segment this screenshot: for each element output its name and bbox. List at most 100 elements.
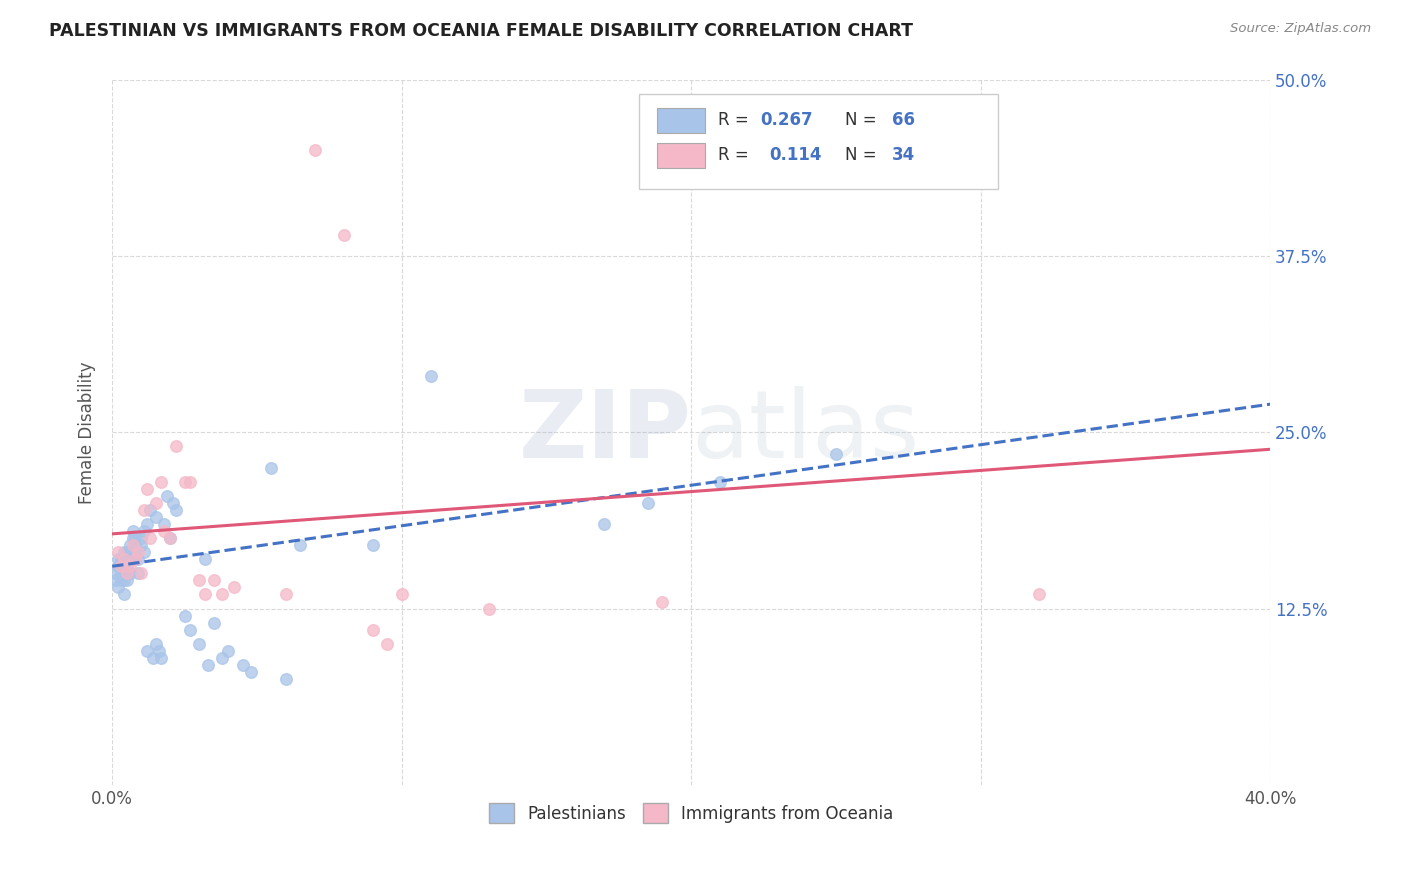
Point xyxy=(159,531,181,545)
Point xyxy=(173,475,195,489)
Point xyxy=(478,601,501,615)
Point xyxy=(121,538,143,552)
Point xyxy=(304,144,326,158)
Point xyxy=(107,559,129,574)
Point xyxy=(637,496,659,510)
Point xyxy=(118,559,141,574)
Point xyxy=(796,59,818,73)
Point xyxy=(391,587,413,601)
Point xyxy=(211,587,233,601)
Point xyxy=(112,559,135,574)
Point xyxy=(118,538,141,552)
Point xyxy=(260,460,283,475)
Point xyxy=(124,538,146,552)
Point xyxy=(129,566,152,581)
Point xyxy=(156,489,179,503)
Point xyxy=(333,227,356,242)
Point xyxy=(127,552,149,566)
Point xyxy=(136,516,159,531)
Point xyxy=(118,545,141,559)
Point xyxy=(110,559,132,574)
Point xyxy=(1028,587,1050,601)
Point xyxy=(115,574,138,588)
Point xyxy=(112,545,135,559)
Text: ZIP: ZIP xyxy=(519,386,692,478)
FancyBboxPatch shape xyxy=(640,94,998,189)
Point xyxy=(153,524,176,538)
Point xyxy=(132,503,155,517)
Text: 0.114: 0.114 xyxy=(769,146,821,164)
Point xyxy=(375,637,398,651)
Point xyxy=(159,531,181,545)
Point xyxy=(231,657,253,672)
Point xyxy=(202,615,225,630)
Text: Source: ZipAtlas.com: Source: ZipAtlas.com xyxy=(1230,22,1371,36)
Point xyxy=(240,665,263,679)
Point xyxy=(142,651,165,665)
Point xyxy=(419,369,441,384)
Point xyxy=(194,587,217,601)
Point xyxy=(150,651,173,665)
Point xyxy=(124,531,146,545)
Point xyxy=(165,440,187,454)
Point xyxy=(145,510,167,524)
Point xyxy=(112,574,135,588)
Point xyxy=(132,524,155,538)
Point xyxy=(188,574,211,588)
Point xyxy=(197,657,219,672)
Point xyxy=(361,538,384,552)
Point xyxy=(145,496,167,510)
Point xyxy=(709,475,731,489)
Point xyxy=(274,587,297,601)
Point xyxy=(153,516,176,531)
Point xyxy=(173,608,195,623)
Text: R =: R = xyxy=(718,112,754,129)
Point xyxy=(179,623,201,637)
Point xyxy=(104,574,127,588)
Point xyxy=(145,637,167,651)
Point xyxy=(104,566,127,581)
Point xyxy=(107,581,129,595)
FancyBboxPatch shape xyxy=(657,108,706,133)
Point xyxy=(129,538,152,552)
Point xyxy=(211,651,233,665)
Point xyxy=(139,531,162,545)
Point xyxy=(110,574,132,588)
Point xyxy=(115,545,138,559)
Point xyxy=(194,552,217,566)
Point xyxy=(179,475,201,489)
Point xyxy=(115,566,138,581)
Point xyxy=(115,559,138,574)
Text: 66: 66 xyxy=(891,112,914,129)
Point xyxy=(107,545,129,559)
Point xyxy=(115,566,138,581)
Text: atlas: atlas xyxy=(692,386,920,478)
FancyBboxPatch shape xyxy=(657,144,706,168)
Point xyxy=(112,587,135,601)
Point xyxy=(202,574,225,588)
Point xyxy=(148,644,170,658)
Point xyxy=(162,496,184,510)
Point xyxy=(361,623,384,637)
Point xyxy=(136,482,159,496)
Point xyxy=(121,531,143,545)
Point xyxy=(217,644,239,658)
Point xyxy=(110,566,132,581)
Point xyxy=(121,524,143,538)
Point xyxy=(124,552,146,566)
Point xyxy=(118,566,141,581)
Point xyxy=(121,545,143,559)
Point xyxy=(290,538,312,552)
Text: N =: N = xyxy=(845,146,882,164)
Point xyxy=(150,475,173,489)
Point xyxy=(110,552,132,566)
Point xyxy=(112,552,135,566)
Point xyxy=(139,503,162,517)
Point xyxy=(651,594,673,608)
Point xyxy=(274,672,297,686)
Point xyxy=(124,552,146,566)
Point xyxy=(127,566,149,581)
Legend: Palestinians, Immigrants from Oceania: Palestinians, Immigrants from Oceania xyxy=(482,797,900,830)
Text: PALESTINIAN VS IMMIGRANTS FROM OCEANIA FEMALE DISABILITY CORRELATION CHART: PALESTINIAN VS IMMIGRANTS FROM OCEANIA F… xyxy=(49,22,914,40)
Point xyxy=(593,516,616,531)
